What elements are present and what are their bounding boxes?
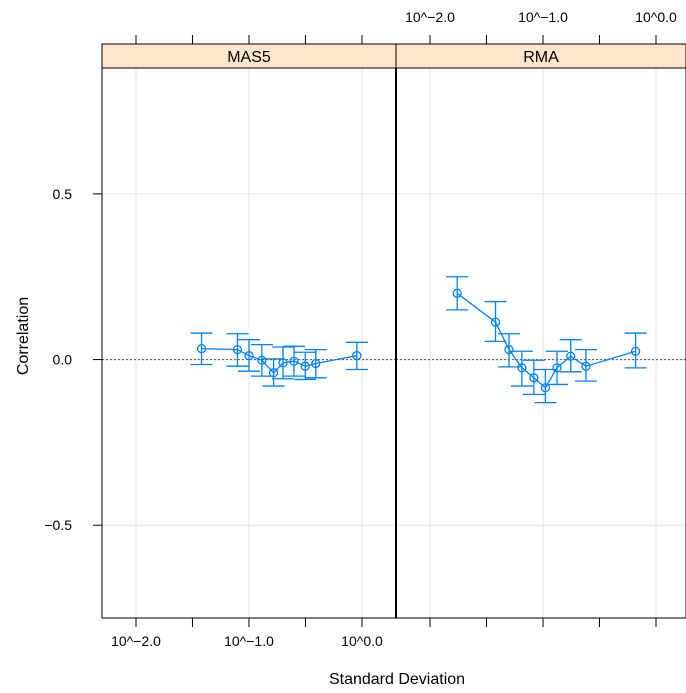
y-tick-label: 0.5: [53, 186, 73, 202]
data-point: [540, 383, 551, 393]
data-point: [352, 350, 362, 361]
data-point: [566, 351, 576, 361]
data-point: [232, 344, 243, 355]
x-tick-label-bottom: 10^0.0: [341, 633, 383, 649]
strip-title: RMA: [523, 49, 559, 66]
y-tick-label: 0.0: [53, 352, 73, 368]
panel-frames: [101, 44, 686, 619]
panel-frame: [395, 67, 686, 619]
y-axis-label: Correlation: [15, 297, 32, 375]
x-tick-label-top: 10^−1.0: [518, 9, 568, 25]
data-point: [529, 373, 539, 383]
strip-title: MAS5: [227, 49, 271, 66]
y-tick-label: −0.5: [44, 517, 72, 533]
data-point: [517, 363, 527, 373]
strip-rma: [395, 43, 686, 69]
data-point: [289, 356, 299, 366]
data-point: [278, 358, 288, 368]
data-point: [196, 343, 207, 354]
data-point: [257, 355, 267, 365]
data-point: [504, 344, 514, 355]
axes: 10^−2.0 10^−1.0 10^0.0 10^−2.0 10^−1.0 10^0.0…: [44, 9, 677, 649]
x-tick-label-bottom: 10^−1.0: [224, 633, 274, 649]
data-point: [490, 317, 501, 327]
series-line-mas5: [201, 347, 357, 374]
x-tick-label-top: 10^0.0: [635, 9, 677, 25]
data-point: [552, 363, 562, 373]
strip-mas5: [101, 43, 397, 69]
x-tick-label-top: 10^−2.0: [405, 9, 455, 25]
data-point: [630, 346, 641, 356]
data-point: [452, 288, 462, 298]
data-point: [300, 361, 310, 371]
panel-strips: MAS5 RMA: [101, 43, 686, 69]
data-point: [244, 350, 254, 361]
x-axis-label: Standard Deviation: [329, 671, 465, 688]
data-point: [581, 361, 591, 371]
data-point: [311, 358, 321, 369]
grid-lines: [102, 68, 686, 618]
series-line-rma: [456, 292, 636, 389]
data-series: [190, 276, 647, 404]
data-point: [268, 368, 279, 378]
x-tick-label-bottom: 10^−2.0: [111, 633, 161, 649]
